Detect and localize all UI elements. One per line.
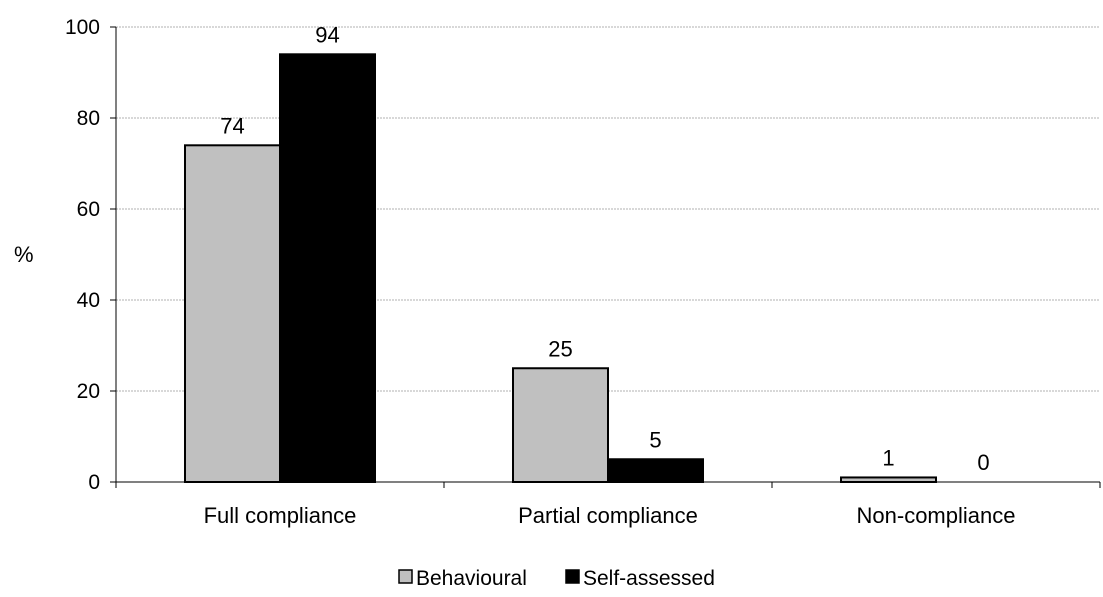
x-category-label: Partial compliance [518, 503, 698, 528]
data-label: 74 [220, 113, 244, 138]
data-label: 25 [548, 336, 572, 361]
y-tick-label: 40 [77, 289, 100, 312]
bar-behavioural-2 [840, 476, 937, 484]
y-axis-label: % [14, 242, 34, 267]
x-category-label: Full compliance [204, 503, 357, 528]
legend: Behavioural Self-assessed [398, 567, 715, 590]
y-tick-label: 60 [77, 198, 100, 221]
data-label: 5 [649, 427, 661, 452]
bar-behavioural-0 [184, 144, 281, 484]
y-tick-label: 20 [77, 380, 100, 403]
data-label: 0 [977, 450, 989, 475]
data-label: 94 [315, 22, 339, 47]
bar-behavioural-1 [512, 367, 609, 483]
legend-swatch [398, 569, 413, 584]
legend-label: Behavioural [416, 567, 527, 590]
y-tick-label: 100 [65, 16, 100, 39]
bar-self-assessed-0 [279, 53, 376, 484]
legend-label: Self-assessed [583, 567, 715, 590]
bar-self-assessed-1 [607, 458, 704, 483]
bars [184, 53, 937, 484]
data-label: 1 [882, 445, 894, 470]
data-labels: 74 94 25 5 1 0 [220, 22, 989, 475]
x-category-label: Non-compliance [857, 503, 1016, 528]
axes: 0 20 40 60 80 100 Full compliance Partial compl… [65, 16, 1101, 528]
y-tick-label: 0 [88, 471, 100, 494]
legend-swatch [565, 569, 580, 584]
y-tick-label: 80 [77, 107, 100, 130]
